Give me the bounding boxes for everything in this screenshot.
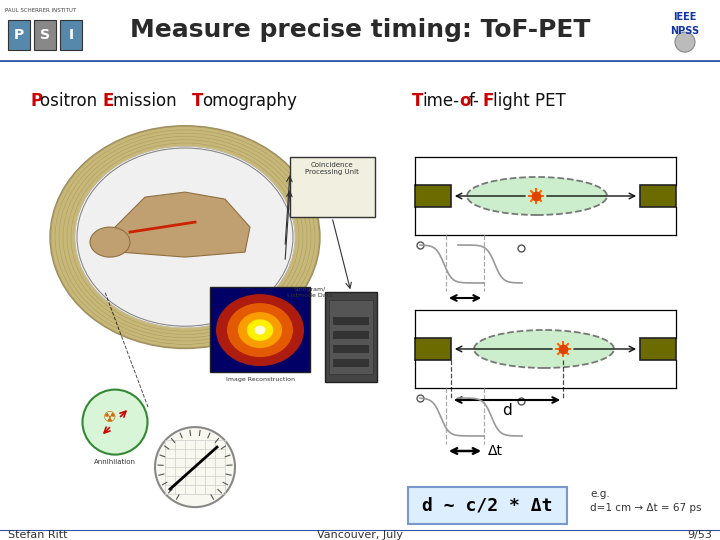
Text: Δt: Δt	[488, 444, 503, 458]
Bar	[8, 20, 30, 50]
Bar	[415, 185, 451, 207]
Text: Image Reconstruction: Image Reconstruction	[225, 377, 294, 382]
Bar	[415, 338, 451, 360]
Ellipse shape	[675, 32, 695, 52]
Ellipse shape	[474, 330, 614, 368]
Text: d: d	[502, 403, 512, 418]
Bar	[290, 157, 375, 217]
Text: I: I	[68, 28, 73, 42]
Bar	[60, 20, 82, 50]
FancyBboxPatch shape	[408, 487, 567, 524]
Text: ☢: ☢	[103, 410, 117, 424]
Ellipse shape	[247, 319, 273, 341]
Bar	[333, 331, 369, 339]
Ellipse shape	[238, 312, 282, 348]
Ellipse shape	[75, 146, 295, 328]
Text: T: T	[412, 92, 423, 110]
Text: P: P	[30, 92, 42, 110]
Ellipse shape	[216, 294, 304, 366]
Text: mission: mission	[113, 92, 182, 110]
Text: T: T	[192, 92, 203, 110]
Text: ime-: ime-	[422, 92, 459, 110]
Text: Coincidence
Processing Unit: Coincidence Processing Unit	[305, 162, 359, 175]
Ellipse shape	[50, 126, 320, 348]
Bar	[640, 185, 676, 207]
Bar	[329, 300, 373, 374]
Ellipse shape	[254, 326, 266, 335]
Text: Annihilation: Annihilation	[94, 459, 136, 465]
Ellipse shape	[227, 303, 293, 357]
Polygon shape	[115, 192, 250, 257]
Bar	[333, 317, 369, 325]
Text: F: F	[483, 92, 495, 110]
Text: d ~ c/2 * Δt: d ~ c/2 * Δt	[422, 496, 553, 515]
Text: light PET: light PET	[493, 92, 566, 110]
Text: e.g.: e.g.	[590, 489, 610, 499]
Text: ositron: ositron	[40, 92, 102, 110]
Ellipse shape	[467, 177, 607, 215]
Text: Measure precise timing: ToF-PET: Measure precise timing: ToF-PET	[130, 18, 590, 42]
Text: Vancouver, July: Vancouver, July	[317, 530, 403, 540]
Text: f-: f-	[469, 92, 480, 110]
Text: IEEE: IEEE	[673, 12, 697, 22]
Bar	[325, 292, 377, 382]
Text: E: E	[103, 92, 114, 110]
Text: P: P	[14, 28, 24, 42]
Bar	[333, 359, 369, 367]
Text: PAUL SCHERRER INSTITUT: PAUL SCHERRER INSTITUT	[5, 8, 76, 13]
Bar	[210, 287, 310, 372]
Ellipse shape	[155, 427, 235, 507]
Text: Sinogram/
Listmode Data: Sinogram/ Listmode Data	[287, 287, 333, 298]
Ellipse shape	[77, 148, 293, 326]
Text: NPSS: NPSS	[670, 26, 700, 36]
Ellipse shape	[90, 227, 130, 257]
Bar	[640, 338, 676, 360]
Ellipse shape	[83, 389, 148, 455]
Text: d=1 cm → Δt = 67 ps: d=1 cm → Δt = 67 ps	[590, 503, 701, 513]
Bar	[333, 345, 369, 353]
Text: omography: omography	[202, 92, 297, 110]
Bar	[34, 20, 56, 50]
Text: 9/53: 9/53	[687, 530, 712, 540]
Text: S: S	[40, 28, 50, 42]
Text: o: o	[459, 92, 470, 110]
Text: Stefan Ritt: Stefan Ritt	[8, 530, 68, 540]
